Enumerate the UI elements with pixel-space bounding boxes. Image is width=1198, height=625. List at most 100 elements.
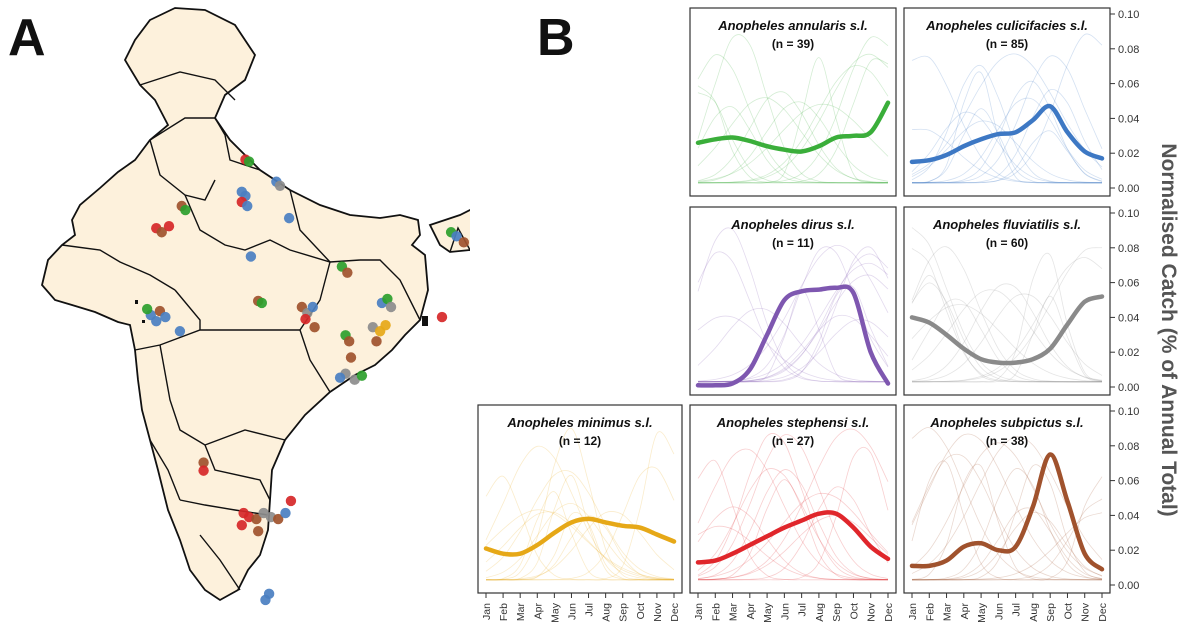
state-border — [360, 259, 421, 321]
chart-title: Anopheles dirus s.l. — [730, 217, 855, 232]
site-curve — [697, 459, 889, 581]
site-curve — [911, 247, 1103, 383]
site-point — [345, 352, 357, 363]
chart-frame — [689, 206, 897, 396]
mean-seasonal-curve — [909, 103, 1105, 165]
mean-seasonal-curve — [483, 516, 677, 557]
site-curve — [697, 446, 889, 581]
site-curve — [697, 315, 889, 383]
chart-subtitle: (n = 60) — [986, 236, 1028, 250]
site-curve — [697, 515, 889, 580]
x-tick-label: Mar — [728, 603, 740, 622]
site-curve — [697, 97, 889, 183]
site-point — [256, 297, 268, 309]
x-tick-label: Nov — [866, 602, 878, 621]
state-border — [159, 344, 286, 446]
chart-subtitle: (n = 39) — [772, 37, 814, 51]
island — [422, 316, 428, 326]
state-border — [289, 189, 331, 263]
site-point — [356, 370, 368, 381]
site-curve — [485, 470, 675, 580]
x-tick-label: Jan — [481, 603, 493, 620]
chart-title: Anopheles minimus s.l. — [506, 415, 652, 430]
site-curve — [485, 491, 675, 581]
site-curve — [485, 509, 675, 580]
individual-site-curves — [911, 427, 1103, 581]
y-tick-label: 0.06 — [1118, 278, 1139, 290]
island-marks — [135, 300, 428, 326]
site-point — [285, 495, 297, 507]
site-curve — [912, 295, 1103, 383]
x-tick-label: Dec — [883, 603, 895, 622]
site-curve — [911, 55, 1102, 184]
site-curve — [911, 427, 1103, 581]
chart-title: Anopheles fluviatilis s.l. — [932, 217, 1081, 232]
y-tick-label: 0.02 — [1118, 148, 1139, 160]
site-curve — [485, 475, 675, 581]
site-point — [307, 301, 318, 313]
x-tick-label: Jul — [797, 603, 809, 616]
site-point — [156, 227, 167, 238]
site-curve — [485, 502, 675, 580]
individual-site-curves — [911, 33, 1103, 184]
site-curve — [911, 71, 1102, 184]
x-tick-label: Dec — [669, 603, 681, 622]
site-point — [180, 204, 191, 216]
site-curve — [911, 227, 1102, 383]
site-curve — [485, 475, 675, 581]
site-curve — [912, 88, 1103, 184]
site-curve — [911, 128, 1102, 184]
state-border — [61, 244, 176, 291]
site-point — [436, 311, 448, 323]
site-curve — [697, 307, 889, 383]
site-point — [343, 336, 355, 347]
site-curve — [697, 106, 888, 184]
chart-frame — [477, 404, 683, 594]
site-point — [380, 319, 391, 331]
panel-b-label: B — [537, 9, 575, 67]
state-border — [214, 117, 261, 171]
state-border — [149, 117, 215, 141]
x-tick-label: Apr — [532, 603, 544, 620]
site-curve — [697, 433, 889, 581]
site-point — [245, 251, 257, 262]
y-tick-label: 0.00 — [1118, 183, 1139, 195]
chart-panel: Anopheles minimus s.l. (n = 12) Jan Feb Mar A… — [477, 404, 683, 623]
site-curve — [697, 262, 889, 383]
chart-subtitle: (n = 85) — [986, 37, 1028, 51]
x-tick-label: Apr — [959, 603, 971, 620]
site-curve — [911, 463, 1103, 581]
state-border — [199, 534, 241, 591]
site-curve — [911, 511, 1103, 581]
site-point — [283, 212, 295, 224]
site-curve — [697, 468, 889, 580]
chart-subtitle: (n = 38) — [986, 434, 1028, 448]
survey-sites — [141, 154, 470, 606]
site-curve — [485, 511, 675, 581]
site-curve — [911, 476, 1103, 581]
y-tick-label: 0.10 — [1118, 406, 1139, 418]
chart-subtitle: (n = 12) — [559, 434, 601, 448]
x-tick-label: Mar — [515, 603, 527, 622]
site-point — [252, 526, 264, 537]
x-tick-label: Dec — [1097, 603, 1109, 622]
site-point — [334, 372, 346, 383]
chart-subtitle: (n = 11) — [772, 236, 814, 250]
site-curve — [485, 428, 675, 581]
state-border — [139, 71, 236, 101]
site-curve — [697, 486, 889, 581]
site-curve — [698, 57, 889, 184]
mean-seasonal-curve — [909, 452, 1105, 572]
site-point — [342, 267, 353, 278]
site-point — [451, 231, 462, 242]
y-tick-label: 0.10 — [1118, 9, 1139, 21]
y-tick-label: 0.00 — [1118, 580, 1139, 592]
mean-seasonal-curve — [695, 100, 891, 154]
site-curve — [697, 244, 889, 382]
island — [142, 320, 145, 323]
x-tick-label: May — [549, 602, 561, 623]
x-tick-label: Aug — [601, 603, 613, 622]
site-curve — [911, 274, 1102, 383]
y-tick-label: 0.04 — [1118, 113, 1139, 125]
